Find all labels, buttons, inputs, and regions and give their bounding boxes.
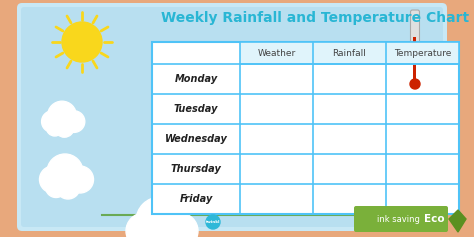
Circle shape [410,79,420,89]
Circle shape [46,177,66,197]
FancyBboxPatch shape [21,7,443,227]
Circle shape [63,111,85,132]
FancyBboxPatch shape [152,42,459,214]
Polygon shape [449,210,466,232]
Circle shape [56,175,80,199]
Circle shape [136,197,184,237]
Text: Eco: Eco [424,214,444,224]
Polygon shape [366,118,420,168]
Polygon shape [375,195,411,225]
Text: Wednesday: Wednesday [164,134,228,144]
Text: Weekly Rainfall and Temperature Chart: Weekly Rainfall and Temperature Chart [162,11,470,25]
Circle shape [47,154,83,190]
FancyBboxPatch shape [354,206,448,232]
Circle shape [126,213,162,237]
Circle shape [148,225,180,237]
Text: Monday: Monday [174,74,218,84]
Polygon shape [374,80,412,130]
Text: twinkl: twinkl [206,220,220,224]
Text: Weather: Weather [257,49,296,58]
FancyBboxPatch shape [413,37,417,79]
Circle shape [47,101,76,130]
Text: Temperature: Temperature [394,49,451,58]
Text: Friday: Friday [179,194,213,204]
Circle shape [39,166,66,193]
Circle shape [55,118,74,137]
FancyBboxPatch shape [240,42,459,64]
Circle shape [42,111,63,132]
Text: ink saving: ink saving [376,214,419,223]
Polygon shape [362,152,424,194]
Polygon shape [370,100,416,150]
Circle shape [46,119,63,136]
Circle shape [134,227,162,237]
Polygon shape [388,155,398,225]
Circle shape [62,22,102,62]
FancyBboxPatch shape [410,10,419,82]
Circle shape [66,166,93,193]
Polygon shape [363,136,423,181]
Circle shape [162,213,198,237]
FancyBboxPatch shape [17,3,447,231]
Circle shape [206,215,220,229]
Text: Rainfall: Rainfall [333,49,366,58]
Text: Tuesday: Tuesday [174,104,218,114]
Text: Thursday: Thursday [171,164,221,174]
